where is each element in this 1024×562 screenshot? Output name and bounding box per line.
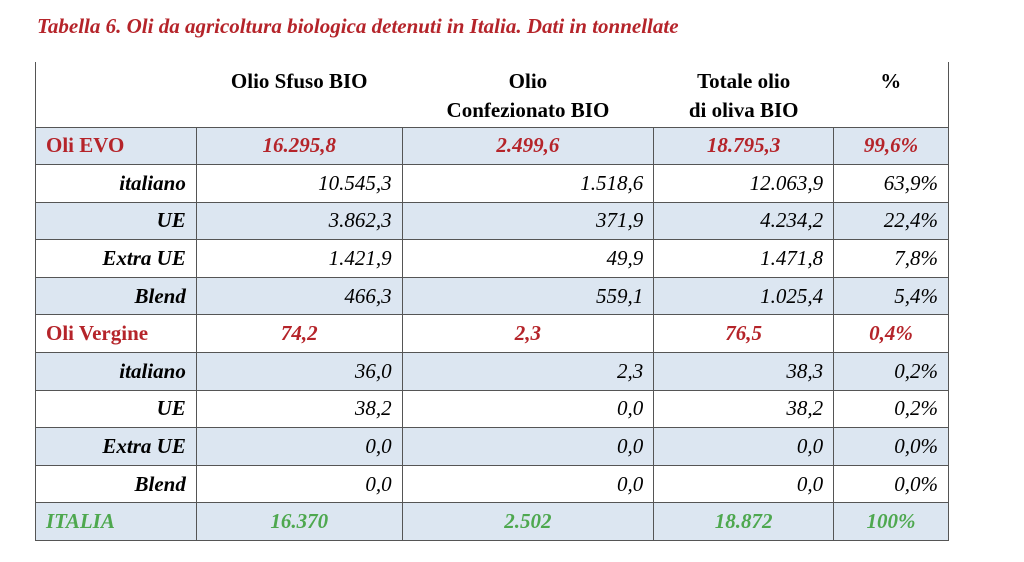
table-cell: 1.518,6 [401,164,655,203]
table-cell: 74,2 [195,314,403,354]
table-cell: 4.234,2 [653,201,835,241]
table-row: Extra UE 0,0 0,0 0,0 0,0% [35,427,949,466]
column-header: Totale olio di oliva BIO [653,62,834,128]
table-cell: 0,0 [401,464,655,504]
table-cell: 100% [833,502,949,542]
row-label: ITALIA [35,502,197,542]
column-header-line: % [880,69,902,93]
table-row: Oli EVO 16.295,8 2.499,6 18.795,3 99,6% [35,126,949,166]
table-row: italiano 10.545,3 1.518,6 12.063,9 63,9% [35,164,949,203]
table-cell: 0,4% [833,314,949,354]
table-cell: 0,0% [833,427,949,466]
table-row: Blend 0,0 0,0 0,0 0,0% [35,464,949,504]
table-cell: 0,0% [833,464,949,504]
row-label: Extra UE [35,239,197,278]
column-header: Olio Sfuso BIO [196,62,403,128]
column-header-line: Olio Sfuso BIO [230,69,368,93]
column-header-line: Confezionato BIO [446,98,610,122]
row-label: UE [35,201,197,241]
table-cell: 0,0 [653,427,835,466]
column-header-line: Olio [508,69,548,93]
table-row: Extra UE 1.421,9 49,9 1.471,8 7,8% [35,239,949,278]
table-cell: 1.471,8 [653,239,835,278]
column-header: % [833,62,949,128]
table-cell: 7,8% [833,239,949,278]
table-cell: 2.499,6 [401,126,655,166]
table-cell: 0,0 [195,427,403,466]
table-cell: 0,2% [833,352,949,391]
table-cell: 18.795,3 [653,126,835,166]
row-label: Blend [35,276,197,316]
table-cell: 1.025,4 [653,276,835,316]
row-label: Blend [35,464,197,504]
column-header-line: Totale olio [697,69,791,93]
table-row: Blend 466,3 559,1 1.025,4 5,4% [35,276,949,316]
table-row: UE 38,2 0,0 38,2 0,2% [35,389,949,429]
table-cell: 99,6% [833,126,949,166]
column-header [35,62,197,128]
table-row: italiano 36,0 2,3 38,3 0,2% [35,352,949,391]
table-cell: 2,3 [401,352,655,391]
table-cell: 0,0 [195,464,403,504]
table-body: Oli EVO 16.295,8 2.499,6 18.795,3 99,6% itali… [35,126,949,542]
table-cell: 5,4% [833,276,949,316]
row-label: italiano [35,352,197,391]
column-header-line: di oliva BIO [688,98,799,122]
table-cell: 0,0 [401,389,655,429]
table-cell: 2.502 [401,502,655,542]
table-cell: 10.545,3 [195,164,403,203]
row-label: Oli Vergine [35,314,197,354]
table-cell: 2,3 [401,314,655,354]
table-cell: 12.063,9 [653,164,835,203]
table-cell: 559,1 [401,276,655,316]
table-cell: 38,2 [653,389,835,429]
table-cell: 1.421,9 [195,239,403,278]
table-row: Oli Vergine 74,2 2,3 76,5 0,4% [35,314,949,354]
table-cell: 38,3 [653,352,835,391]
row-label: Oli EVO [35,126,197,166]
table-cell: 466,3 [195,276,403,316]
table-cell: 0,2% [833,389,949,429]
olive-oil-table: Olio Sfuso BIO Olio Confezionato BIO Totale… [35,62,949,542]
table-cell: 16.295,8 [195,126,403,166]
table-cell: 76,5 [653,314,835,354]
table-cell: 63,9% [833,164,949,203]
header-row: Olio Sfuso BIO Olio Confezionato BIO Totale… [35,62,949,128]
table-cell: 3.862,3 [195,201,403,241]
table-cell: 38,2 [195,389,403,429]
row-label: Extra UE [35,427,197,466]
table-cell: 371,9 [401,201,655,241]
table-title: Tabella 6. Oli da agricoltura biologica … [37,14,679,38]
row-label: italiano [35,164,197,203]
table-cell: 18.872 [653,502,835,542]
row-label: UE [35,389,197,429]
table-cell: 0,0 [653,464,835,504]
table-cell: 49,9 [401,239,655,278]
table-cell: 0,0 [401,427,655,466]
table-cell: 16.370 [195,502,403,542]
table-cell: 36,0 [195,352,403,391]
table-cell: 22,4% [833,201,949,241]
column-header: Olio Confezionato BIO [402,62,654,128]
table-row: ITALIA 16.370 2.502 18.872 100% [35,502,949,542]
table-row: UE 3.862,3 371,9 4.234,2 22,4% [35,201,949,241]
